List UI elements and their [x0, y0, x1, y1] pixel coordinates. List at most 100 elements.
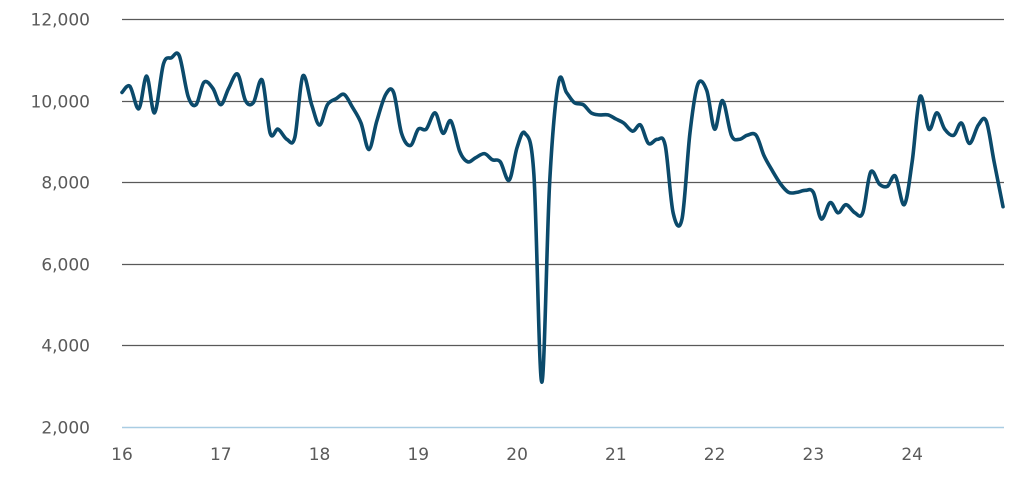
data-point	[631, 129, 635, 133]
data-point	[177, 54, 181, 58]
data-point	[968, 142, 972, 146]
data-point	[902, 203, 906, 207]
data-point	[162, 62, 166, 66]
data-point	[268, 131, 272, 135]
data-point	[688, 131, 692, 135]
y-tick-label: 12,000	[31, 11, 90, 31]
data-point	[844, 203, 848, 207]
y-tick-label: 2,000	[41, 419, 90, 439]
data-point	[326, 103, 330, 107]
data-point	[260, 78, 264, 82]
x-axis-tick-labels: 16 17 18 19 20 21 22 23 24	[111, 445, 923, 465]
data-point	[819, 217, 823, 221]
data-point	[589, 111, 593, 115]
data-point	[614, 117, 618, 121]
data-point	[219, 103, 223, 107]
data-point	[507, 178, 511, 182]
y-tick-label: 4,000	[41, 337, 90, 357]
data-point	[548, 180, 552, 184]
data-point	[433, 111, 437, 115]
data-point	[276, 127, 280, 131]
data-point	[145, 74, 149, 78]
x-tick-label: 16	[111, 445, 133, 465]
data-point	[367, 148, 371, 152]
data-point	[449, 119, 453, 123]
y-tick-label: 10,000	[31, 93, 90, 113]
y-tick-label: 8,000	[41, 174, 90, 194]
x-tick-label: 20	[506, 445, 528, 465]
data-point	[656, 138, 660, 142]
data-point	[878, 182, 882, 186]
data-point	[770, 168, 774, 172]
data-point	[861, 211, 865, 215]
x-tick-label: 19	[407, 445, 429, 465]
data-point	[252, 101, 256, 105]
data-point	[977, 123, 981, 127]
data-point	[663, 144, 667, 148]
data-point	[301, 74, 305, 78]
data-point	[787, 191, 791, 195]
data-point	[647, 142, 651, 146]
data-point	[836, 211, 840, 215]
data-point	[244, 99, 248, 103]
data-point	[984, 119, 988, 123]
data-point	[128, 85, 132, 89]
data-point	[359, 121, 363, 125]
data-point	[441, 131, 445, 135]
data-point	[869, 170, 873, 174]
x-tick-label: 21	[605, 445, 627, 465]
x-tick-label: 24	[901, 445, 923, 465]
data-point	[894, 174, 898, 178]
data-point	[597, 113, 601, 117]
data-point	[335, 97, 339, 101]
data-point	[639, 123, 643, 127]
data-point	[458, 150, 462, 154]
data-point	[515, 146, 519, 150]
data-point	[186, 95, 190, 99]
data-point	[285, 138, 289, 142]
x-tick-label: 22	[704, 445, 726, 465]
data-point	[804, 189, 808, 193]
y-axis-tick-labels: 2,000 4,000 6,000 8,000 10,000 12,000	[31, 11, 90, 439]
data-point	[153, 111, 157, 115]
data-point	[557, 80, 561, 84]
data-point	[828, 201, 832, 205]
data-point	[762, 154, 766, 158]
data-point	[713, 127, 717, 131]
data-point	[424, 127, 428, 131]
data-point	[992, 160, 996, 164]
data-point	[918, 95, 922, 99]
data-point	[943, 127, 947, 131]
gridlines	[122, 18, 1004, 429]
data-point	[375, 119, 379, 123]
data-point	[384, 93, 388, 97]
data-point	[952, 133, 956, 137]
data-point	[137, 107, 141, 111]
data-point	[417, 127, 421, 131]
data-point	[910, 160, 914, 164]
data-point	[1001, 205, 1005, 209]
series-line	[120, 51, 1005, 384]
data-point	[491, 158, 495, 162]
x-tick-label: 17	[210, 445, 232, 465]
series-layer	[120, 51, 1005, 384]
data-point	[730, 133, 734, 137]
data-point	[202, 80, 206, 84]
data-point	[120, 91, 124, 95]
data-point	[400, 131, 404, 135]
data-point	[350, 105, 354, 109]
data-point	[194, 103, 198, 107]
data-point	[211, 87, 215, 91]
data-point	[170, 56, 174, 60]
data-point	[754, 133, 758, 137]
data-point	[581, 103, 585, 107]
data-point	[671, 211, 675, 215]
data-point	[935, 111, 939, 115]
data-point	[293, 136, 297, 140]
data-point	[409, 144, 413, 148]
data-point	[705, 89, 709, 93]
data-point	[745, 133, 749, 137]
data-point	[779, 182, 783, 186]
data-point	[392, 91, 396, 95]
